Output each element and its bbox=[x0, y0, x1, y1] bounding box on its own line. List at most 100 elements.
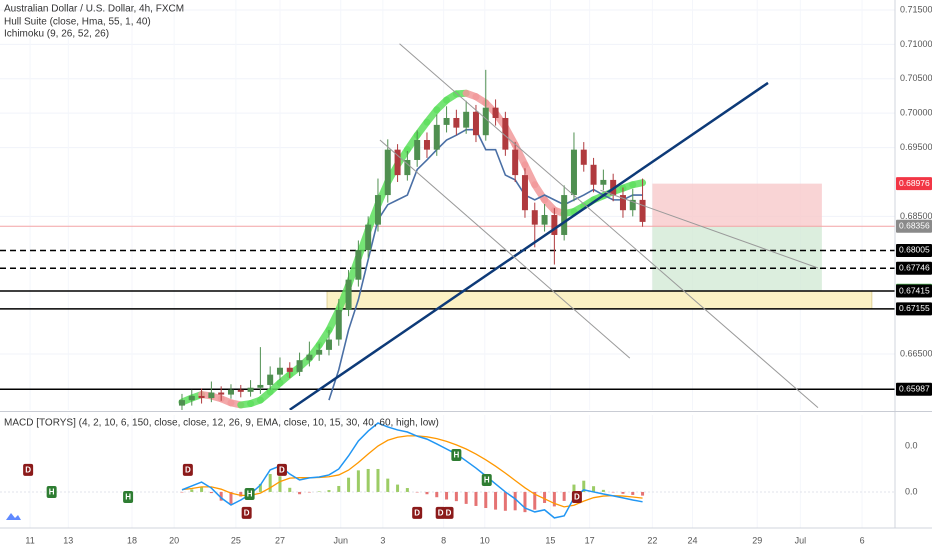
candle-body bbox=[394, 149, 401, 176]
candle-body bbox=[374, 195, 381, 225]
candle-body bbox=[286, 367, 293, 372]
hull-segment bbox=[521, 161, 539, 189]
axes-layer: 0.71500 0.71000 0.70500 0.70000 0.69500 0.685… bbox=[25, 4, 932, 545]
histogram-bar bbox=[533, 491, 537, 510]
trend-line bbox=[600, 189, 819, 269]
histogram-bar bbox=[454, 491, 458, 502]
candle-body bbox=[325, 339, 332, 350]
x-tick-label: 13 bbox=[63, 535, 73, 545]
price-label: 0.68356 bbox=[899, 221, 930, 231]
histogram-bar bbox=[396, 484, 400, 492]
y-tick-label: 0.71500 bbox=[900, 4, 932, 14]
x-tick-label: 8 bbox=[441, 535, 446, 545]
candle-body bbox=[188, 395, 195, 401]
candle-body bbox=[512, 149, 519, 176]
histogram-bar bbox=[582, 480, 586, 492]
signal-marker bbox=[23, 463, 34, 476]
signal-marker bbox=[276, 463, 287, 476]
histogram-bar bbox=[219, 491, 223, 501]
trend-line bbox=[289, 81, 769, 410]
signal-marker-label: D bbox=[438, 508, 444, 517]
stop-zone bbox=[652, 183, 822, 227]
price-label: 0.68976 bbox=[899, 178, 930, 188]
x-tick-label: 6 bbox=[860, 535, 865, 545]
candle-body bbox=[433, 124, 440, 150]
signal-marker-label: D bbox=[244, 508, 250, 517]
candle-body bbox=[561, 195, 568, 235]
histogram-bar bbox=[376, 468, 380, 492]
signal-marker bbox=[46, 485, 57, 498]
signal-line bbox=[181, 435, 643, 508]
histogram-bar bbox=[258, 483, 262, 492]
price-label: 0.65987 bbox=[899, 384, 930, 394]
signal-marker-label: D bbox=[185, 466, 191, 475]
signal-marker bbox=[451, 448, 462, 461]
candle-body bbox=[365, 224, 372, 251]
histogram-bar bbox=[288, 487, 292, 492]
price-label: 0.67155 bbox=[899, 303, 930, 313]
histogram-bar bbox=[209, 491, 213, 494]
candle-body bbox=[198, 395, 205, 399]
histogram-bar bbox=[229, 491, 233, 504]
candle-body bbox=[316, 349, 323, 355]
histogram-bar bbox=[562, 491, 566, 501]
candle-body bbox=[345, 279, 352, 310]
signal-marker-label: H bbox=[484, 476, 490, 485]
candle-body bbox=[521, 175, 528, 211]
histogram-bar bbox=[641, 491, 645, 496]
x-tick-label: 22 bbox=[647, 535, 657, 545]
macd-tick-label: 0.0 bbox=[905, 440, 918, 450]
ichimoku-line bbox=[328, 128, 643, 401]
histogram-bar bbox=[415, 491, 419, 493]
x-tick-label: 10 bbox=[480, 535, 490, 545]
signal-marker-label: H bbox=[125, 493, 131, 502]
histogram-bar bbox=[484, 491, 488, 509]
histogram-bar bbox=[337, 485, 341, 492]
histogram-bar bbox=[356, 470, 360, 492]
logo bbox=[6, 513, 21, 520]
x-tick-label: 20 bbox=[169, 535, 179, 545]
candle-body bbox=[276, 367, 283, 375]
signal-marker-label: D bbox=[446, 508, 452, 517]
histogram-bar bbox=[464, 491, 468, 504]
histogram-bar bbox=[298, 491, 302, 495]
macd-line bbox=[181, 422, 643, 519]
price-label: 0.68005 bbox=[899, 245, 930, 255]
y-tick-label: 0.69500 bbox=[900, 142, 932, 152]
signal-marker-label: D bbox=[574, 493, 580, 502]
candle-body bbox=[472, 111, 479, 136]
candle-body bbox=[570, 149, 577, 196]
price-label-bg bbox=[896, 261, 932, 275]
histogram-bar bbox=[347, 477, 351, 492]
candle-body bbox=[257, 384, 264, 388]
histogram-bar bbox=[327, 490, 331, 492]
trend-line bbox=[399, 43, 819, 409]
candle-body bbox=[355, 250, 362, 280]
candle-body bbox=[237, 389, 244, 392]
macd-title: MACD [TORYS] (4, 2, 10, 6, 150, close, c… bbox=[4, 418, 439, 429]
candle-body bbox=[453, 117, 460, 128]
signal-marker bbox=[481, 473, 492, 486]
candle-body bbox=[423, 140, 430, 150]
candle-body bbox=[443, 117, 450, 125]
signal-marker bbox=[435, 506, 446, 519]
zone bbox=[326, 290, 873, 310]
candle-body bbox=[551, 215, 558, 235]
histogram-bar bbox=[268, 474, 272, 492]
price-label: 0.67415 bbox=[899, 285, 930, 295]
candle-body bbox=[463, 111, 470, 128]
histogram-bar bbox=[621, 491, 625, 494]
signal-marker-label: H bbox=[247, 490, 253, 499]
price-label-bg bbox=[896, 219, 932, 233]
hull-segment bbox=[629, 179, 647, 189]
trend-line bbox=[379, 139, 631, 359]
histogram-bar bbox=[239, 491, 243, 497]
macd-tick-label: 0.0 bbox=[905, 486, 918, 496]
x-tick-label: 29 bbox=[752, 535, 762, 545]
x-tick-label: 27 bbox=[275, 535, 285, 545]
candle-body bbox=[218, 392, 225, 395]
candle-body bbox=[306, 354, 313, 361]
candle-body bbox=[619, 195, 626, 211]
candle-body bbox=[404, 159, 411, 176]
